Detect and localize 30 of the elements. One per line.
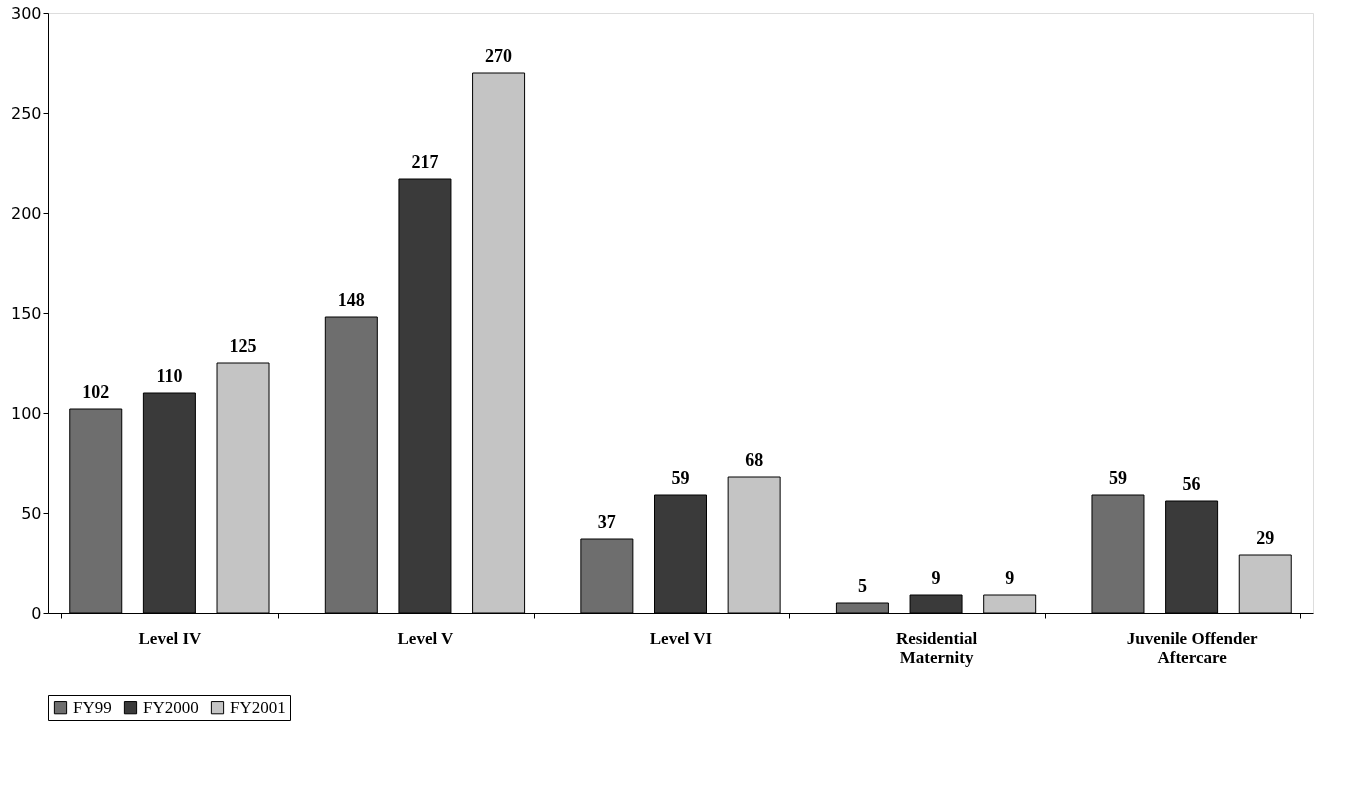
legend-label: FY2001: [230, 697, 286, 717]
x-tick-label: Level V: [397, 628, 455, 648]
x-tick-label: Level VI: [649, 628, 713, 648]
y-tick-label: 300: [10, 3, 42, 23]
data-label: 56: [1182, 474, 1201, 494]
y-tick-label: 50: [21, 503, 42, 523]
data-label: 9: [931, 568, 941, 588]
data-label: 110: [156, 366, 183, 386]
data-label: 5: [857, 576, 867, 596]
data-label: 29: [1256, 528, 1275, 548]
legend-label: FY99: [73, 697, 112, 717]
y-tick-label: 100: [10, 403, 42, 423]
x-tick-label: Residential Maternity: [895, 628, 978, 667]
y-tick-label: 250: [10, 103, 42, 123]
y-tick-label: 0: [31, 603, 42, 623]
data-label: 148: [337, 290, 365, 310]
x-tick-label: Juvenile Offender Aftercare: [1126, 628, 1258, 667]
data-label: 9: [1005, 568, 1015, 588]
legend-label: FY2000: [143, 697, 199, 717]
data-label: 68: [745, 450, 764, 470]
data-label: 125: [229, 336, 257, 356]
data-label: 102: [82, 382, 110, 402]
data-label: 37: [597, 512, 616, 532]
data-label: 270: [485, 46, 513, 66]
x-tick-label: Level IV: [138, 628, 203, 648]
data-label: 217: [411, 152, 439, 172]
data-label: 59: [1108, 468, 1127, 488]
y-tick-label: 150: [10, 303, 42, 323]
data-label: 59: [671, 468, 690, 488]
y-tick-label: 200: [10, 203, 42, 223]
